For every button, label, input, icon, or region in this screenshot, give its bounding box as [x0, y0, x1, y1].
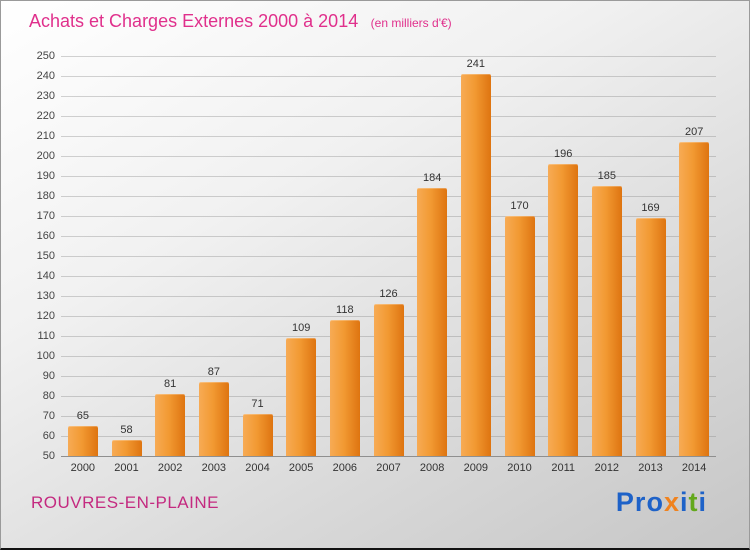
logo-letter: P: [615, 487, 635, 517]
logo-letter: i: [698, 487, 707, 517]
x-tick-label: 2008: [419, 462, 445, 474]
gridline: [61, 456, 716, 457]
gridline: [61, 216, 716, 217]
bar-2002: [155, 394, 186, 456]
y-tick-label: 180: [36, 190, 55, 202]
x-tick-label: 2004: [245, 462, 270, 474]
logo-letter: r: [634, 487, 647, 517]
x-tick-label: 2013: [638, 462, 663, 474]
bar-2005: [286, 338, 317, 456]
bar-value-label: 207: [684, 126, 704, 138]
x-tick-label: 2005: [288, 462, 314, 474]
y-tick-label: 230: [36, 90, 55, 102]
x-tick-label: 2009: [463, 462, 489, 474]
y-tick-label: 160: [36, 230, 55, 242]
y-tick-label: 170: [36, 210, 55, 222]
y-tick-label: 210: [36, 130, 55, 142]
y-tick-label: 200: [36, 150, 55, 162]
gridline: [61, 76, 716, 77]
bar-2012: [591, 186, 622, 456]
bar-value-label: 81: [164, 378, 177, 390]
chart-header: Achats et Charges Externes 2000 à 2014 (…: [29, 11, 452, 32]
location-label: ROUVRES-EN-PLAINE: [31, 493, 219, 512]
gridline: [61, 56, 716, 57]
bar-value-label: 71: [251, 398, 264, 410]
gridline: [61, 196, 716, 197]
gridline: [61, 116, 716, 117]
proxiti-logo: Proxiti: [616, 487, 707, 518]
logo-letter: t: [688, 487, 699, 517]
y-tick-label: 80: [42, 390, 55, 402]
bar-2008: [417, 188, 448, 456]
y-tick-label: 140: [36, 270, 55, 282]
bar-2010: [504, 216, 535, 456]
y-tick-label: 240: [36, 70, 55, 82]
bar-value-label: 184: [422, 172, 442, 184]
gridline: [61, 96, 716, 97]
logo-letter: i: [679, 487, 689, 517]
chart-title: Achats et Charges Externes 2000 à 2014: [29, 11, 359, 31]
bar-value-label: 169: [641, 202, 660, 214]
y-tick-label: 50: [42, 450, 55, 462]
logo-letter: x: [663, 487, 680, 517]
bar-value-label: 241: [466, 58, 485, 70]
bar-2001: [111, 440, 142, 456]
x-tick-label: 2011: [551, 462, 575, 474]
x-tick-label: 2003: [201, 462, 227, 474]
bar-value-label: 185: [597, 170, 616, 182]
x-tick-label: 2000: [70, 462, 96, 474]
bar-2006: [329, 320, 360, 456]
x-tick-label: 2012: [594, 462, 620, 474]
gridline: [61, 176, 716, 177]
bar-2014: [679, 142, 710, 456]
x-tick-label: 2007: [376, 462, 401, 474]
gridline: [61, 156, 716, 157]
y-tick-label: 150: [36, 250, 55, 262]
bar-value-label: 58: [120, 424, 133, 436]
x-tick-label: 2001: [114, 462, 139, 474]
logo-letter: o: [646, 487, 664, 517]
bar-2004: [242, 414, 273, 456]
y-tick-label: 220: [36, 110, 55, 122]
bar-2003: [198, 382, 229, 456]
gridline: [61, 276, 716, 277]
y-tick-label: 130: [36, 290, 55, 302]
bar-value-label: 109: [291, 322, 311, 334]
x-tick-label: 2006: [332, 462, 358, 474]
gridline: [61, 236, 716, 237]
gridline: [61, 296, 716, 297]
bar-value-label: 87: [207, 366, 220, 378]
y-tick-label: 70: [42, 410, 55, 422]
y-tick-label: 60: [42, 430, 55, 442]
y-tick-label: 250: [36, 50, 55, 62]
chart-subtitle: (en milliers d'€): [370, 16, 452, 30]
bar-value-label: 126: [379, 288, 398, 300]
x-tick-label: 2014: [681, 462, 707, 474]
bar-value-label: 170: [510, 200, 529, 212]
x-tick-label: 2002: [157, 462, 183, 474]
bar-2009: [460, 74, 491, 456]
bar-2013: [635, 218, 666, 456]
y-tick-label: 190: [36, 170, 55, 182]
bar-value-label: 118: [336, 304, 354, 316]
y-tick-label: 90: [42, 370, 55, 382]
gridline: [61, 256, 716, 257]
y-tick-label: 100: [36, 350, 55, 362]
bar-2000: [67, 426, 98, 456]
y-tick-label: 110: [37, 330, 55, 342]
bar-2011: [548, 164, 579, 456]
bar-value-label: 65: [76, 410, 89, 422]
x-tick-label: 2010: [507, 462, 532, 474]
bar-value-label: 196: [553, 148, 573, 160]
bar-2007: [373, 304, 404, 456]
gridline: [61, 136, 716, 137]
y-tick-label: 120: [36, 310, 55, 322]
